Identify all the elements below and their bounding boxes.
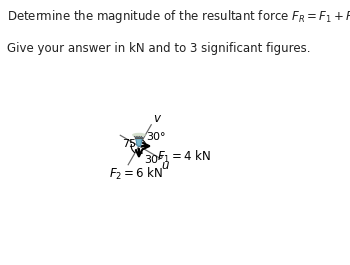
Text: $F_1 = 4$ kN: $F_1 = 4$ kN	[158, 149, 212, 165]
Text: v: v	[153, 112, 160, 125]
Ellipse shape	[132, 133, 146, 137]
Text: $F_2 = 6$ kN: $F_2 = 6$ kN	[109, 166, 163, 182]
Text: u: u	[161, 159, 169, 172]
Text: 30°: 30°	[146, 132, 166, 142]
Text: Determine the magnitude of the resultant force $F_R = F_1 + F_2.$: Determine the magnitude of the resultant…	[7, 8, 350, 25]
Text: 75°: 75°	[122, 139, 142, 149]
Text: 30°: 30°	[144, 155, 164, 165]
Text: Give your answer in kN and to 3 significant figures.: Give your answer in kN and to 3 signific…	[7, 42, 310, 55]
Polygon shape	[135, 138, 142, 146]
